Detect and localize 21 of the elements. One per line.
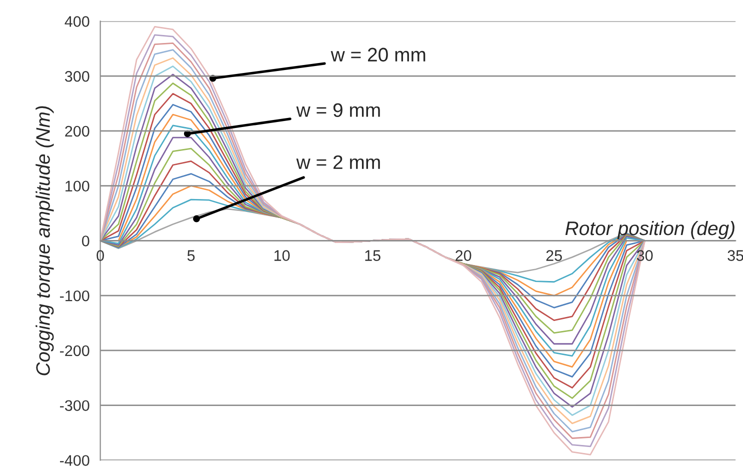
y-tick-label: -100 bbox=[60, 290, 90, 302]
x-tick-label: 20 bbox=[456, 250, 472, 261]
y-tick-label: 0 bbox=[82, 236, 90, 246]
y-tick-label: 200 bbox=[65, 126, 90, 137]
annotation: w = 20 mm bbox=[330, 48, 426, 62]
x-tick-label: 25 bbox=[546, 250, 562, 261]
y-axis-title: Cogging torque amplitude (Nm) bbox=[36, 106, 54, 376]
x-tick-label: 5 bbox=[187, 250, 195, 261]
x-tick-label: 30 bbox=[636, 250, 653, 261]
y-tick-label: -200 bbox=[60, 345, 90, 356]
annotation: w = 9 mm bbox=[296, 103, 380, 117]
x-tick-label: 35 bbox=[728, 250, 743, 261]
y-tick-label: -300 bbox=[60, 400, 90, 412]
y-tick-label: 300 bbox=[64, 70, 90, 82]
x-axis-title: Rotor position (deg) bbox=[565, 220, 734, 240]
x-tick-label: 10 bbox=[274, 250, 290, 261]
x-tick-label: 15 bbox=[365, 250, 380, 261]
y-tick-label: 400 bbox=[64, 16, 90, 27]
y-tick-label: 100 bbox=[66, 180, 90, 192]
y-tick-label: -400 bbox=[60, 455, 90, 466]
annotation: w = 2 mm bbox=[296, 155, 380, 169]
